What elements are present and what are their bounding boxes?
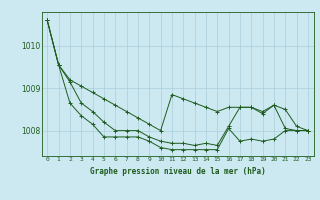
X-axis label: Graphe pression niveau de la mer (hPa): Graphe pression niveau de la mer (hPa) — [90, 167, 266, 176]
